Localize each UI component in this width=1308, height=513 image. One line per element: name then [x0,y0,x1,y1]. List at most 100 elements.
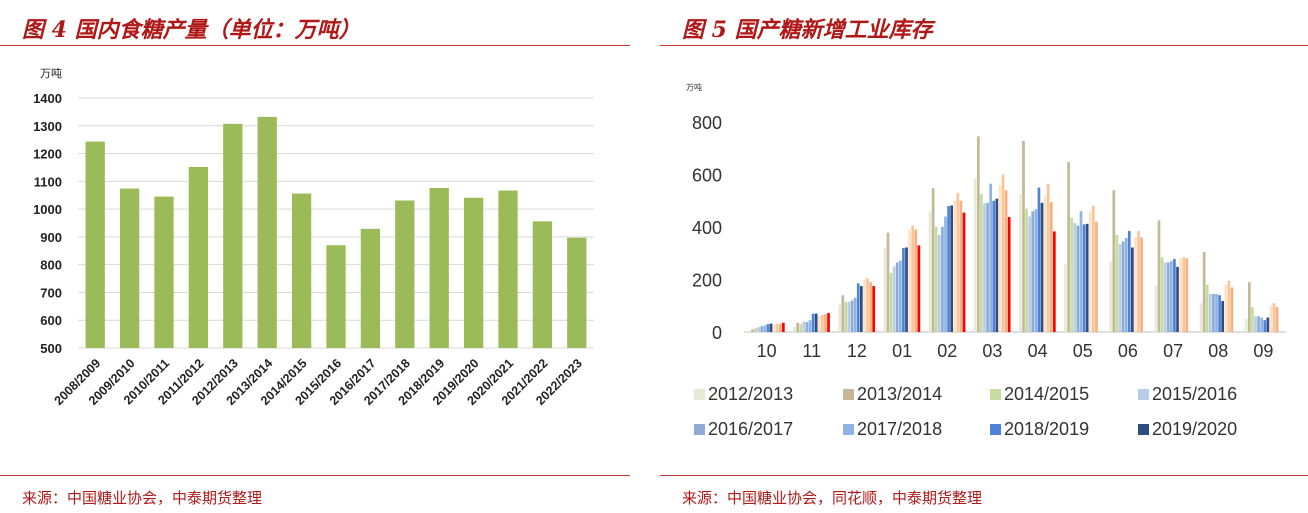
legend-label: 2014/2015 [1004,384,1089,404]
bar [808,320,812,332]
left-chart-title: 图 4 国内食糖产量（单位：万吨） [22,17,361,43]
right-source-note: 来源：中国糖业协会，同花顺，中泰期货整理 [682,489,983,507]
bar [841,295,845,332]
bar [796,322,800,332]
bar [1185,258,1189,332]
legend-label: 2019/2020 [1152,419,1237,439]
x-tick-label: 12 [847,341,867,361]
y-tick-label: 600 [692,166,722,186]
legend-swatch [843,424,854,435]
bar [902,248,905,332]
bar [959,200,963,332]
bar [763,325,767,332]
bar [863,279,866,332]
bar [824,314,827,332]
bar [1247,282,1251,332]
x-tick-label: 09 [1253,341,1273,361]
bar [1007,217,1011,332]
bar [1022,140,1025,332]
bar [1115,234,1119,332]
bar [1254,316,1257,332]
x-tick-label: 10 [757,341,777,361]
bar [1272,303,1276,332]
bar [1028,216,1032,332]
x-tick-label: 01 [892,341,912,361]
bar [1121,241,1125,332]
bar [817,316,821,332]
bar [769,323,773,332]
bar [856,283,860,332]
bar [1073,223,1077,332]
bar [188,166,209,348]
legend-label: 2015/2016 [1152,384,1237,404]
bar [1034,209,1038,332]
bar [1095,221,1098,332]
bar [1169,261,1173,332]
bar [1124,238,1128,332]
legend-label: 2012/2013 [708,384,793,404]
bar [1001,174,1005,332]
bar [838,304,842,332]
left-source-rule [0,475,630,476]
bar [1230,287,1234,332]
bar [986,202,989,332]
bar [1221,301,1225,332]
bar [1224,284,1228,332]
bar [802,321,806,332]
bar [950,205,954,332]
x-tick-label: 05 [1073,341,1093,361]
bar [793,326,796,332]
bar [1166,262,1170,332]
bar [1215,293,1218,332]
bar [1092,206,1095,332]
bar [889,272,893,332]
legend-swatch [1138,389,1149,400]
bar [429,188,449,348]
bar [1076,225,1080,332]
bar [1202,251,1206,332]
bar [778,323,782,332]
bar [1260,317,1264,332]
bar [866,278,869,332]
legend-swatch [694,389,705,400]
x-tick-label: 06 [1118,341,1138,361]
bar [1205,284,1209,332]
bar [1053,231,1056,332]
bar [1046,183,1050,332]
bar [1040,202,1044,332]
y-unit-label: 万吨 [686,82,702,92]
bar [860,286,863,332]
bar [1275,307,1279,332]
bar [1118,244,1122,332]
legend-swatch [843,389,854,400]
y-tick-label: 900 [40,230,62,245]
y-tick-label: 400 [692,218,722,238]
y-tick-label: 200 [692,271,722,291]
bar [995,198,999,332]
bar [1266,317,1270,332]
bar [567,237,587,348]
y-tick-label: 700 [40,285,62,300]
bar [1079,211,1083,332]
legend-label: 2018/2019 [1004,419,1089,439]
bar [992,200,996,332]
bar [1157,220,1161,332]
y-tick-label: 600 [40,313,62,328]
bar [257,116,277,348]
bar [85,141,105,348]
bar [1004,190,1008,332]
bar [1208,293,1212,332]
bar [1049,202,1053,332]
bar [775,324,779,332]
bar [905,247,908,332]
bar [847,301,851,332]
bar [1257,316,1260,332]
bar [1127,230,1131,332]
bar [360,228,381,348]
bar [944,216,947,332]
bar [119,188,140,348]
left-panel: 图 4 国内食糖产量（单位：万吨） 万吨 500 600 700 800 900 1000 1… [0,0,630,513]
bar [772,324,776,332]
bar [1031,211,1035,332]
right-title-rule [660,45,1308,46]
